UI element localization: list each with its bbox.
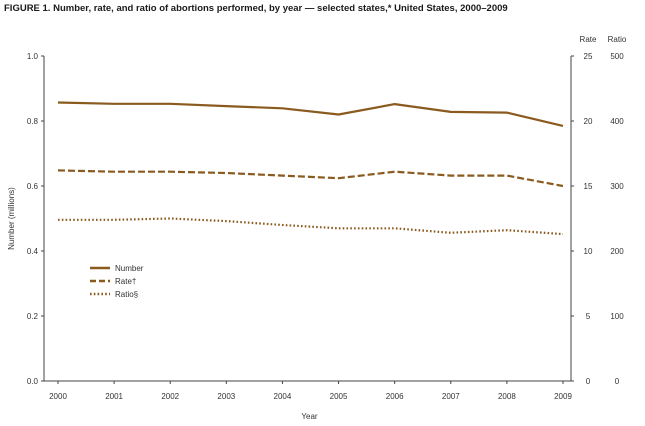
y-rate-tick-label: 0 bbox=[586, 377, 591, 386]
ratio-axis-header: Ratio bbox=[608, 35, 627, 44]
y-rate-tick-label: 20 bbox=[584, 117, 593, 126]
y-ratio-tick-label: 0 bbox=[615, 377, 620, 386]
x-axis-label: Year bbox=[301, 412, 318, 421]
x-tick-label: 2001 bbox=[105, 392, 123, 401]
axes: 0.0 0.2 0.4 0.6 0.8 1.0 0 5 10 15 20 25 0 100 200 300 40… bbox=[7, 35, 627, 421]
series-line-rate bbox=[57, 169, 564, 188]
y-rate-tick-label: 5 bbox=[586, 312, 591, 321]
x-tick-label: 2004 bbox=[274, 392, 292, 401]
x-tick-label: 2000 bbox=[49, 392, 67, 401]
y-left-tick-label: 0.0 bbox=[27, 377, 39, 386]
legend-label: Ratio§ bbox=[115, 290, 138, 299]
x-tick-label: 2009 bbox=[554, 392, 572, 401]
series-lines bbox=[57, 101, 564, 236]
x-tick-label: 2007 bbox=[442, 392, 460, 401]
y-axis-label: Number (millions) bbox=[7, 187, 16, 250]
legend-label: Number bbox=[115, 264, 144, 273]
x-tick-label: 2003 bbox=[217, 392, 235, 401]
y-ratio-tick-label: 100 bbox=[610, 312, 624, 321]
y-left-tick-label: 0.4 bbox=[27, 247, 39, 256]
series-line-ratio bbox=[58, 217, 564, 236]
rate-axis-header: Rate bbox=[580, 35, 597, 44]
y-ratio-tick-label: 500 bbox=[610, 52, 624, 61]
chart-title: FIGURE 1. Number, rate, and ratio of abo… bbox=[4, 3, 508, 14]
y-rate-tick-label: 10 bbox=[584, 247, 593, 256]
y-left-tick-label: 0.8 bbox=[27, 117, 39, 126]
y-left-tick-label: 0.2 bbox=[27, 312, 39, 321]
y-ratio-tick-label: 400 bbox=[610, 117, 624, 126]
x-tick-label: 2005 bbox=[330, 392, 348, 401]
legend-label: Rate† bbox=[115, 277, 136, 286]
y-ratio-tick-label: 200 bbox=[610, 247, 624, 256]
x-tick-label: 2002 bbox=[161, 392, 179, 401]
y-rate-tick-label: 25 bbox=[584, 52, 593, 61]
y-ratio-tick-label: 300 bbox=[610, 182, 624, 191]
y-left-tick-label: 0.6 bbox=[27, 182, 39, 191]
x-tick-label: 2008 bbox=[498, 392, 516, 401]
series-line-number bbox=[57, 101, 564, 127]
y-rate-tick-label: 15 bbox=[584, 182, 593, 191]
x-tick-label: 2006 bbox=[386, 392, 404, 401]
legend: Number Rate† Ratio§ bbox=[90, 264, 144, 299]
y-left-tick-label: 1.0 bbox=[27, 52, 39, 61]
